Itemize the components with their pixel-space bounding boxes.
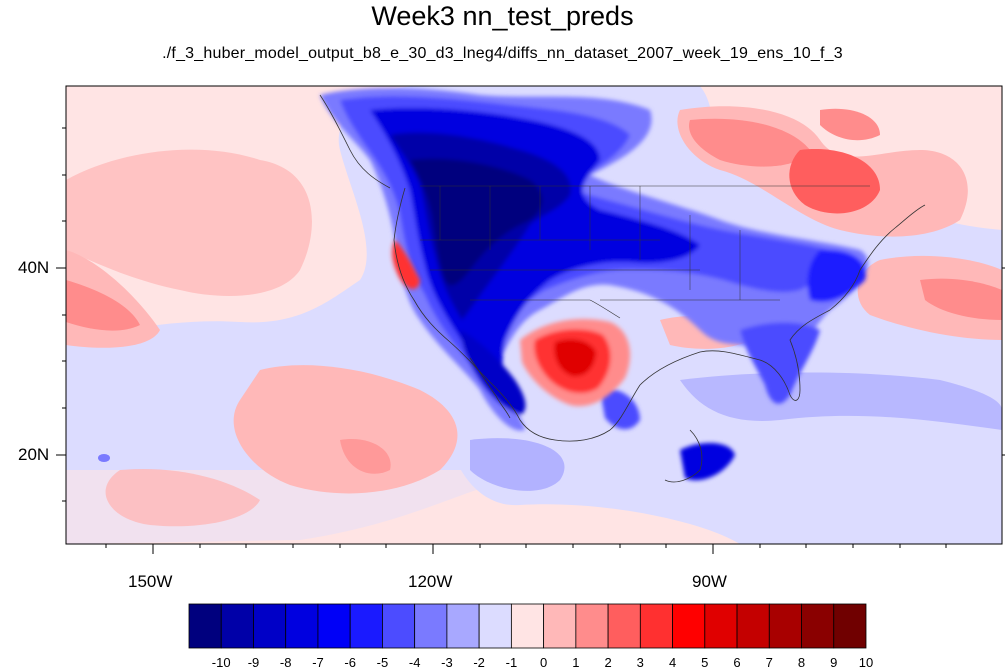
colorbar-swatch <box>253 603 287 649</box>
colorbar-label: -6 <box>344 655 356 670</box>
colorbar-label: 4 <box>668 655 677 670</box>
colorbar-label: 0 <box>539 655 548 670</box>
colorbar-swatch <box>510 603 545 649</box>
colorbar-swatch <box>188 603 222 649</box>
colorbar-swatch <box>349 603 383 649</box>
colorbar-swatch <box>285 603 319 649</box>
lon-label-120w: 120W <box>408 572 453 591</box>
colorbar-label: 10 <box>858 655 874 670</box>
colorbar-label: -4 <box>408 655 421 670</box>
map-title: Week3 nn_test_preds <box>371 1 634 31</box>
colorbar-swatch <box>543 603 577 649</box>
colorbar-swatch <box>382 603 416 649</box>
lon-ticks <box>105 544 947 554</box>
colorbar-label: 9 <box>830 655 838 670</box>
colorbar-label: 8 <box>797 655 806 670</box>
lon-label-150w: 150W <box>128 572 173 591</box>
colorbar-swatch <box>478 603 512 649</box>
colorbar-swatch <box>736 603 770 649</box>
colorbar-swatch <box>607 603 641 649</box>
colorbar-swatch <box>220 603 254 649</box>
colorbar-swatch <box>414 603 448 649</box>
colorbar-label: 6 <box>733 655 741 670</box>
colorbar-label: -8 <box>279 655 292 670</box>
colorbar-label: -10 <box>211 655 231 670</box>
lat-label-40n: 40N <box>18 258 50 277</box>
colorbar-label: -3 <box>441 655 453 670</box>
colorbar-swatch <box>317 603 351 649</box>
map-subtitle: ./f_3_huber_model_output_b8_e_30_d3_lneg… <box>162 45 843 62</box>
lon-label-90w: 90W <box>692 572 727 591</box>
colorbar-label: -2 <box>473 655 485 670</box>
colorbar-swatch <box>639 603 673 649</box>
colorbar-label: 1 <box>572 655 580 670</box>
colorbar-label: -7 <box>312 655 324 670</box>
coastlines <box>319 94 926 483</box>
colorbar-swatch <box>704 603 738 649</box>
colorbar-swatch <box>575 603 609 649</box>
colorbar-swatch <box>446 603 480 649</box>
lat-label-20n: 20N <box>18 445 50 464</box>
colorbar-swatch <box>833 603 867 649</box>
colorbar-swatch <box>768 603 802 649</box>
colorbar-label: -5 <box>376 655 389 670</box>
colorbar-label: -1 <box>505 655 518 670</box>
anomaly-field <box>66 86 1002 544</box>
colorbar-label: 5 <box>701 655 709 670</box>
colorbar-swatch <box>672 603 706 649</box>
colorbar-label: 2 <box>604 655 612 670</box>
colorbar <box>188 603 867 649</box>
colorbar-label: 7 <box>765 655 773 670</box>
colorbar-label: 3 <box>636 655 644 670</box>
colorbar-label: -9 <box>247 655 260 670</box>
colorbar-swatch <box>801 603 835 649</box>
